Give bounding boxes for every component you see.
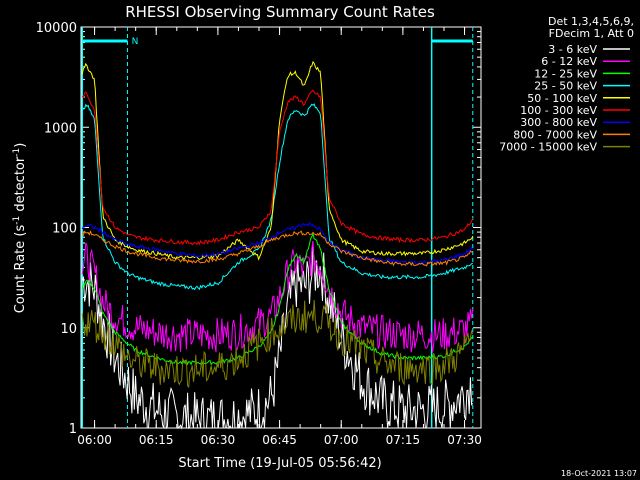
- legend-entry-label: 300 - 800 keV: [520, 116, 597, 129]
- legend-header-line-2: FDecim 1, Att 0: [549, 27, 634, 40]
- y-tick-label: 1: [69, 422, 77, 437]
- legend-header-line-1: Det 1,3,4,5,6,9,: [548, 15, 634, 28]
- x-tick-label: 07:30: [447, 433, 482, 447]
- x-tick-label: 06:45: [262, 433, 297, 447]
- y-tick-label: 1000: [44, 121, 77, 136]
- legend-entry-label: 800 - 7000 keV: [513, 128, 597, 141]
- x-tick-label: 07:15: [386, 433, 421, 447]
- footer-date: 18-Oct-2021 13:07: [561, 469, 637, 478]
- y-axis-label: Count Rate (s-1 detector-1): [12, 143, 28, 314]
- night-marker: N: [132, 37, 139, 47]
- series-line: [81, 299, 474, 389]
- series-lines: [81, 60, 474, 430]
- x-tick-label: 06:15: [139, 433, 174, 447]
- series-line: [81, 230, 474, 267]
- legend-entry-label: 100 - 300 keV: [520, 104, 597, 117]
- chart-title: RHESSI Observing Summary Count Rates: [125, 3, 435, 21]
- y-tick-label: 10000: [36, 21, 77, 36]
- series-line: [81, 89, 474, 246]
- legend-entry-label: 7000 - 15000 keV: [499, 141, 597, 154]
- series-line: [81, 240, 474, 353]
- saa-markers: [81, 27, 474, 428]
- legend-entry-label: 3 - 6 keV: [548, 43, 597, 56]
- x-tick-label: 06:30: [201, 433, 236, 447]
- x-tick-label: 07:00: [324, 433, 359, 447]
- legend-entry-label: 25 - 50 keV: [534, 80, 597, 93]
- legend-entry-label: 50 - 100 keV: [527, 92, 597, 105]
- legend-entry-label: 6 - 12 keV: [541, 55, 597, 68]
- series-line: [81, 245, 474, 430]
- x-axis-label: Start Time (19-Jul-05 05:56:42): [178, 456, 381, 471]
- x-tick-label: 06:00: [77, 433, 112, 447]
- y-tick-label: 10: [60, 322, 77, 337]
- axis-ticks: 06:00 06:15 06:30 06:45 07:00 07:15 07:30 1 10 10…: [36, 21, 482, 447]
- legend-entry-label: 12 - 25 keV: [534, 67, 597, 80]
- y-tick-label: 100: [52, 222, 77, 237]
- series-line: [81, 103, 473, 291]
